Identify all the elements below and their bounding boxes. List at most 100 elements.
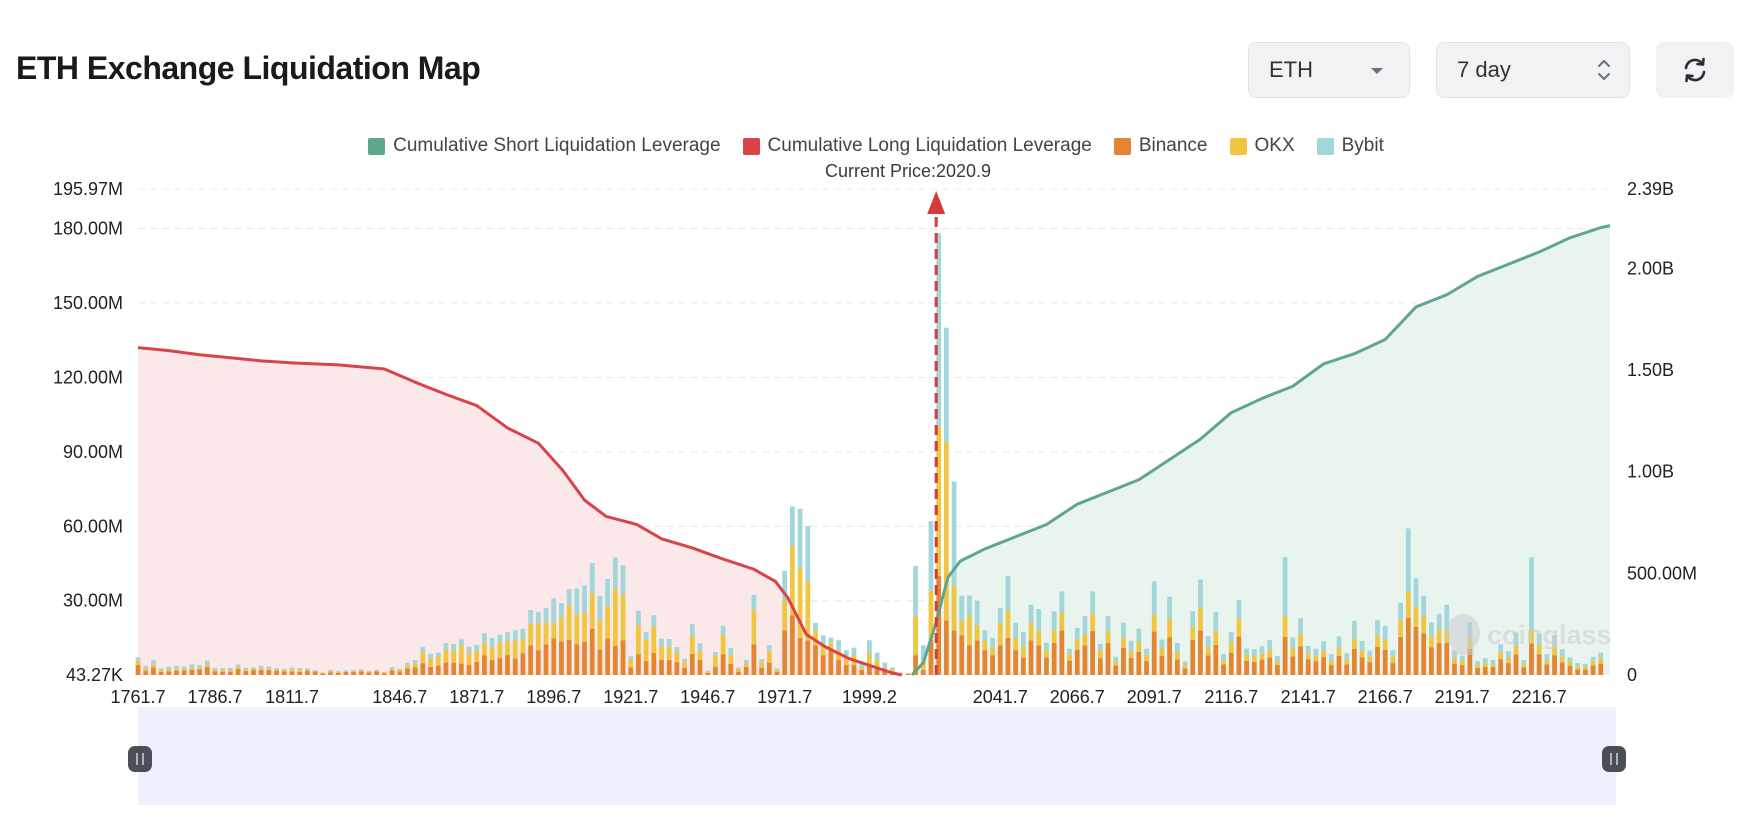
bybit-bar (836, 640, 841, 651)
binance-bar (381, 673, 387, 675)
bybit-bar (1598, 652, 1604, 659)
binance-bar (720, 654, 726, 675)
symbol-select[interactable]: ETH (1248, 42, 1410, 98)
bybit-bar (220, 668, 226, 670)
y-right-tick-label: 2.39B (1627, 179, 1674, 199)
binance-bar (612, 645, 618, 675)
okx-bar (990, 647, 995, 656)
range-select[interactable]: 7 day (1436, 42, 1630, 98)
legend-item-binance[interactable]: Binance (1113, 135, 1208, 157)
bybit-bar (1313, 648, 1319, 656)
okx-bar (1590, 661, 1596, 666)
okx-bar (666, 647, 672, 661)
binance-bar (251, 670, 256, 675)
binance-bar (736, 672, 741, 675)
okx-bar (1020, 646, 1026, 658)
okx-bar (651, 626, 657, 653)
refresh-button[interactable] (1656, 42, 1734, 98)
okx-bar (1490, 664, 1496, 668)
bybit-bar (1544, 654, 1550, 660)
binance-bar (990, 655, 995, 675)
binance-bar (235, 669, 241, 675)
binance-bar (651, 652, 657, 675)
zoom-handle-left[interactable] (128, 746, 152, 772)
okx-bar (1244, 654, 1250, 661)
okx-bar (705, 671, 711, 674)
bybit-bar (443, 643, 449, 650)
okx-bar (320, 673, 326, 674)
binance-bar (412, 667, 418, 675)
zoom-handle-right[interactable] (1602, 746, 1626, 772)
binance-bar (928, 640, 934, 675)
bybit-bar (805, 526, 811, 581)
okx-bar (1082, 634, 1088, 646)
binance-bar (1475, 668, 1480, 675)
bybit-bar (482, 633, 487, 643)
binance-bar (1413, 626, 1419, 675)
okx-bar (1159, 647, 1165, 656)
okx-bar (1452, 658, 1457, 664)
okx-bar (736, 669, 741, 673)
binance-bar (1113, 665, 1119, 675)
binance-bar (1013, 650, 1019, 675)
okx-bar (805, 580, 811, 641)
okx-bar (389, 668, 395, 671)
bybit-bar (512, 630, 518, 641)
legend-item-bybit[interactable]: Bybit (1316, 135, 1384, 157)
bybit-bar (435, 652, 441, 657)
legend-item-okx[interactable]: OKX (1229, 135, 1295, 157)
binance-bar (1259, 659, 1265, 675)
bybit-bar (1128, 640, 1134, 651)
binance-bar (1336, 655, 1342, 675)
okx-bar (1529, 629, 1534, 644)
bybit-bar (1167, 596, 1173, 619)
bybit-bar (782, 570, 788, 601)
okx-bar (1005, 610, 1011, 638)
bybit-bar (1521, 660, 1527, 665)
okx-bar (335, 672, 341, 673)
okx-bar (343, 671, 349, 673)
binance-bar (158, 672, 164, 675)
binance-bar (1213, 644, 1219, 675)
binance-bar (1382, 649, 1388, 675)
long-liquidation-line (137, 346, 903, 677)
okx-bar (1121, 637, 1126, 648)
okx-bar (535, 622, 541, 651)
x-tick-label: 1971.7 (757, 687, 812, 707)
okx-bar (328, 670, 333, 673)
binance-bar (328, 672, 333, 675)
bybit-bar (166, 666, 172, 670)
okx-bar (728, 654, 734, 664)
okx-bar (1113, 661, 1119, 666)
bybit-bar (1251, 649, 1257, 657)
bybit-bar (405, 662, 410, 666)
binance-bar (543, 644, 549, 675)
okx-bar (828, 642, 834, 651)
bybit-bar (1536, 633, 1542, 645)
binance-bar (1328, 665, 1334, 675)
bybit-bar (1159, 639, 1165, 648)
okx-bar (482, 642, 487, 656)
okx-bar (351, 671, 356, 672)
binance-bar (743, 666, 749, 675)
binance-bar (1251, 661, 1257, 675)
bybit-bar (890, 667, 895, 671)
okx-bar (1290, 648, 1296, 657)
legend-item-long-cumulative[interactable]: Cumulative Long Liquidation Leverage (742, 135, 1092, 157)
bybit-bar (874, 652, 880, 661)
bybit-bar (151, 660, 156, 665)
bybit-bar (797, 508, 803, 569)
zoom-slider-track[interactable] (138, 707, 1616, 805)
exchange-bars (135, 233, 1604, 675)
bybit-bar (251, 667, 256, 670)
bybit-bar (289, 667, 295, 670)
bybit-bar (790, 506, 795, 547)
okx-bar (766, 650, 772, 663)
binance-bar (1282, 636, 1288, 675)
binance-bar (212, 671, 218, 675)
binance-bar (151, 667, 156, 675)
legend-item-short-cumulative[interactable]: Cumulative Short Liquidation Leverage (368, 135, 721, 157)
zoom-slider[interactable] (128, 707, 1626, 805)
binance-bar (443, 662, 449, 675)
bybit-bar (1174, 643, 1180, 652)
